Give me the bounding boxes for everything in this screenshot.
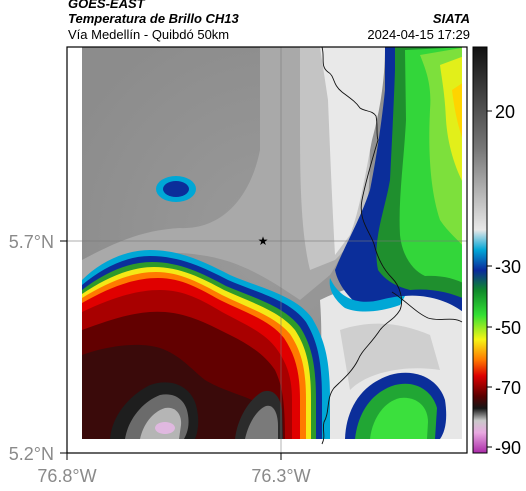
department-border: [391, 291, 463, 323]
timestamp-label: 2024-04-15 17:29: [367, 27, 470, 42]
satellite-name: GOES-EAST: [68, 0, 145, 11]
colorbar-tick-label: -70: [495, 378, 521, 398]
colorbar-tick-label: -50: [495, 318, 521, 338]
agency-label: SIATA: [432, 11, 470, 26]
lat-tick-label: 5.7°N: [9, 232, 54, 252]
colorbar: [472, 46, 488, 454]
brightness-temperature-field: [67, 47, 467, 453]
map-frame: [66, 46, 468, 454]
product-title: Temperatura de Brillo CH13: [68, 11, 239, 26]
lon-tick-label: 76.3°W: [251, 466, 310, 486]
colorbar-tick-label: -30: [495, 257, 521, 277]
colorbar-tick-label: 20: [495, 102, 515, 122]
area-subtitle: Vía Medellín - Quibdó 50km: [68, 27, 230, 42]
department-border: [321, 47, 379, 141]
department-border: [360, 139, 403, 331]
department-border: [321, 329, 381, 445]
location-star-icon: ★: [258, 234, 269, 248]
lon-tick-label: 76.8°W: [37, 466, 96, 486]
lat-tick-label: 5.2°N: [9, 444, 54, 464]
colorbar-tick-label: -90: [495, 438, 521, 458]
colorbar-ticks: 20 -30 -50 -70 -90: [487, 102, 521, 458]
